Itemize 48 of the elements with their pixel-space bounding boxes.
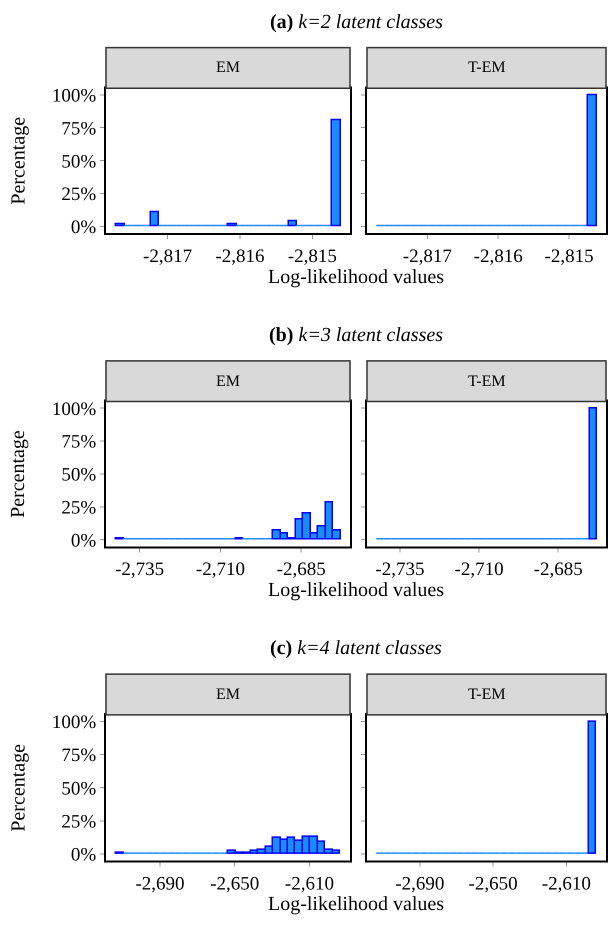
x-tick-label: -2,650 [468, 873, 518, 894]
x-tick-label: -2,610 [284, 873, 334, 894]
x-tick-label: -2,710 [454, 559, 504, 580]
x-tick-label: -2,815 [544, 246, 594, 267]
y-tick-label: 50% [61, 151, 96, 172]
x-tick-label: -2,690 [135, 873, 185, 894]
x-tick-label: -2,817 [402, 246, 452, 267]
x-tick-label: -2,690 [395, 873, 444, 894]
chart-subtitle: T-EM [468, 686, 506, 703]
chart-subtitle: T-EM [468, 373, 506, 390]
y-tick-label: 50% [61, 778, 96, 800]
y-axis-title: Percentage [7, 744, 30, 832]
y-tick-label: 25% [61, 811, 96, 832]
y-tick-label: 75% [61, 118, 96, 140]
chart-subtitle: EM [216, 373, 240, 390]
x-axis-title: Log-likelihood values [268, 579, 444, 601]
chart-subtitle: EM [216, 686, 240, 703]
y-tick-label: 50% [61, 464, 96, 486]
y-tick-label: 100% [52, 398, 96, 420]
chart-subtitle: EM [216, 59, 240, 76]
x-axis-title: Log-likelihood values [268, 266, 444, 288]
x-tick-label: -2,610 [542, 873, 591, 894]
x-axis-title: Log-likelihood values [268, 893, 444, 915]
y-tick-label: 25% [61, 184, 96, 206]
x-tick-label: -2,735 [115, 559, 164, 580]
y-axis-title: Percentage [7, 430, 30, 518]
x-tick-label: -2,816 [474, 246, 523, 267]
x-tick-label: -2,817 [143, 246, 192, 267]
x-tick-label: -2,650 [210, 873, 260, 894]
y-tick-label: 75% [61, 432, 96, 453]
y-tick-label: 100% [52, 712, 96, 734]
y-tick-label: 75% [61, 745, 96, 766]
x-tick-label: -2,816 [215, 246, 264, 267]
chart-title: (c) k=4 latent classes [270, 637, 442, 659]
chart-subtitle: T-EM [468, 59, 506, 76]
x-tick-label: -2,735 [375, 559, 424, 580]
y-tick-label: 0% [70, 844, 96, 866]
y-tick-label: 25% [61, 497, 96, 518]
x-tick-label: -2,815 [288, 246, 337, 267]
y-axis-title: Percentage [7, 116, 30, 205]
x-tick-label: -2,685 [276, 559, 326, 580]
y-tick-label: 0% [70, 217, 96, 238]
chart-title: (b) k=3 latent classes [269, 324, 444, 346]
y-tick-label: 100% [52, 85, 96, 106]
chart-title: (a) k=2 latent classes [270, 11, 444, 33]
y-tick-label: 0% [70, 530, 96, 552]
x-tick-label: -2,685 [534, 559, 583, 580]
x-tick-label: -2,710 [196, 559, 245, 580]
